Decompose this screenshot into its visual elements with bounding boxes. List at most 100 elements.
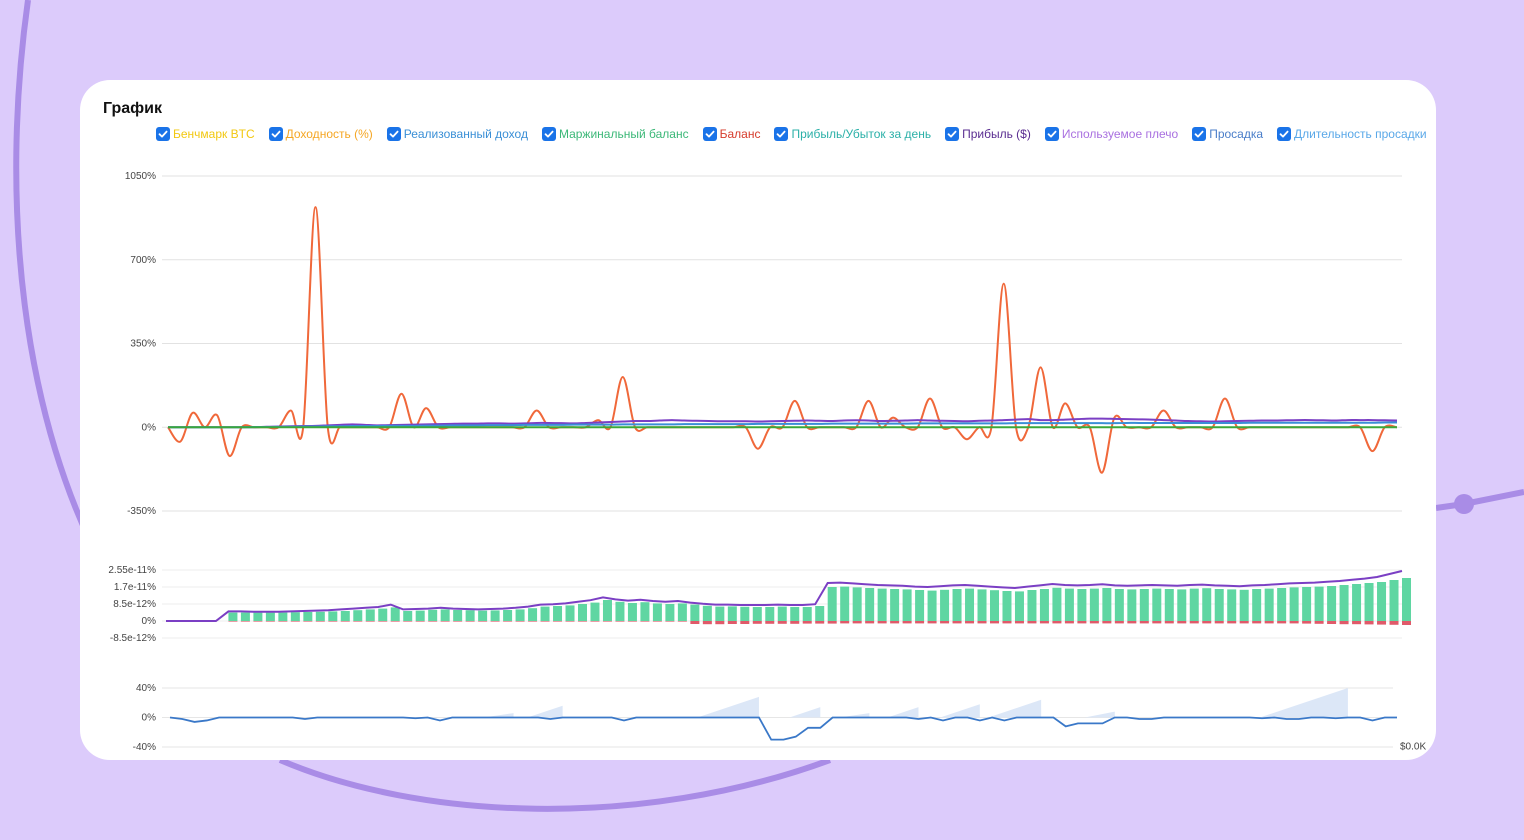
pnl-bar [1327, 621, 1337, 624]
pnl-bar [328, 611, 338, 621]
pnl-bar [1202, 588, 1212, 621]
pnl-bar [1139, 621, 1149, 624]
checkbox-checked-icon[interactable] [774, 127, 789, 141]
pnl-bar [627, 621, 637, 622]
pnl-bar [1202, 621, 1212, 624]
pnl-bar [865, 621, 875, 624]
pnl-bar [702, 621, 712, 625]
pnl-bar [578, 621, 587, 622]
charts-area: 1050% 700% 350% 0% -350% 2.55e-11% 1.7e-11% 8.5… [108, 171, 1426, 753]
y-tick-label: -8.5e-12% [110, 633, 156, 644]
checkbox-checked-icon[interactable] [1192, 127, 1207, 141]
pnl-bar [353, 610, 363, 621]
pnl-bar [403, 621, 413, 622]
y-tick-label: 700% [130, 255, 156, 266]
pnl-bar [1002, 621, 1012, 624]
pnl-bar [1339, 585, 1349, 621]
legend-item[interactable]: Доходность (%) [268, 127, 373, 141]
pnl-bar [240, 612, 250, 621]
pnl-bar [1177, 621, 1187, 624]
pnl-bar [278, 621, 288, 622]
pnl-bar [478, 610, 488, 621]
legend-item[interactable]: Маржинальный баланс [541, 127, 689, 141]
pnl-bar [665, 621, 675, 622]
pnl-bar [1152, 621, 1162, 624]
pnl-bar [715, 606, 725, 621]
pnl-bar [790, 607, 800, 621]
pnl-bar [578, 604, 587, 621]
pnl-bar [902, 589, 912, 621]
pnl-bar [440, 621, 450, 622]
pnl-bar [303, 621, 313, 622]
duration-area [789, 707, 821, 718]
pnl-bar [1164, 589, 1174, 621]
duration-area [988, 699, 1042, 718]
pnl-bar [690, 621, 700, 624]
legend-item[interactable]: Реализованный доход [386, 127, 528, 141]
legend-item[interactable]: Длительность просадки [1277, 127, 1427, 141]
pnl-bar [1114, 589, 1124, 621]
pnl-bar [640, 602, 650, 621]
pnl-bar [390, 621, 400, 622]
pnl-bar [702, 605, 712, 621]
y-tick-label: 2.55e-11% [108, 565, 156, 576]
checkbox-checked-icon[interactable] [268, 127, 283, 141]
pnl-bar [253, 612, 263, 621]
pnl-bar [927, 621, 937, 624]
pnl-bar [840, 621, 850, 624]
pnl-bar [1039, 589, 1049, 621]
pnl-bar [465, 621, 475, 622]
pnl-bar [615, 601, 625, 621]
pnl-bar [1064, 621, 1074, 624]
duration-area [839, 713, 870, 718]
pnl-bar [890, 621, 900, 624]
pnl-bar [290, 621, 300, 622]
pnl-bar [677, 603, 687, 621]
pnl-bar [265, 612, 275, 621]
checkbox-checked-icon[interactable] [386, 127, 401, 141]
pnl-bar [1389, 621, 1399, 625]
legend-item[interactable]: Прибыль/Убыток за день [774, 127, 931, 141]
chart-legend: Бенчмарк BTC Доходность (%) Реализованный … [156, 127, 1427, 141]
pnl-bar [952, 589, 962, 621]
pnl-bar [940, 589, 950, 621]
pnl-bar [815, 606, 825, 621]
legend-label: Реализованный доход [403, 127, 528, 141]
pnl-bar [440, 609, 450, 621]
pnl-bar [1402, 621, 1411, 625]
pnl-bar [752, 607, 762, 621]
checkbox-checked-icon[interactable] [945, 127, 960, 141]
pnl-bar [453, 610, 463, 621]
legend-item[interactable]: Просадка [1192, 127, 1263, 141]
legend-item[interactable]: Используемое плечо [1044, 127, 1178, 141]
pnl-bar [253, 621, 263, 622]
pnl-bar [1239, 621, 1249, 624]
pnl-bar [840, 586, 850, 621]
pnl-bar [1039, 621, 1049, 624]
pnl-bar [1152, 588, 1162, 621]
pnl-bar [290, 612, 300, 621]
legend-item[interactable]: Баланс [702, 127, 760, 141]
checkbox-checked-icon[interactable] [1277, 127, 1292, 141]
pnl-bar [902, 621, 912, 624]
pnl-bar [378, 608, 388, 621]
legend-item[interactable]: Прибыль ($) [945, 127, 1031, 141]
pnl-bar [1127, 621, 1137, 624]
pnl-bar [1052, 587, 1062, 621]
legend-label: Длительность просадки [1294, 127, 1427, 141]
pnl-bar [353, 621, 363, 622]
pnl-bar [727, 621, 737, 624]
pnl-bar [553, 621, 563, 622]
legend-item[interactable]: Бенчмарк BTC [156, 127, 255, 141]
checkbox-checked-icon[interactable] [1044, 127, 1059, 141]
pnl-bar [965, 588, 975, 621]
checkbox-checked-icon[interactable] [702, 127, 717, 141]
pnl-bar [677, 621, 687, 622]
checkbox-checked-icon[interactable] [156, 127, 170, 141]
checkbox-checked-icon[interactable] [541, 127, 556, 141]
pnl-bar [1177, 589, 1187, 621]
pnl-bar [940, 621, 950, 624]
pnl-bar [1102, 621, 1112, 624]
pnl-bar [228, 612, 238, 621]
pnl-bar [1052, 621, 1062, 624]
